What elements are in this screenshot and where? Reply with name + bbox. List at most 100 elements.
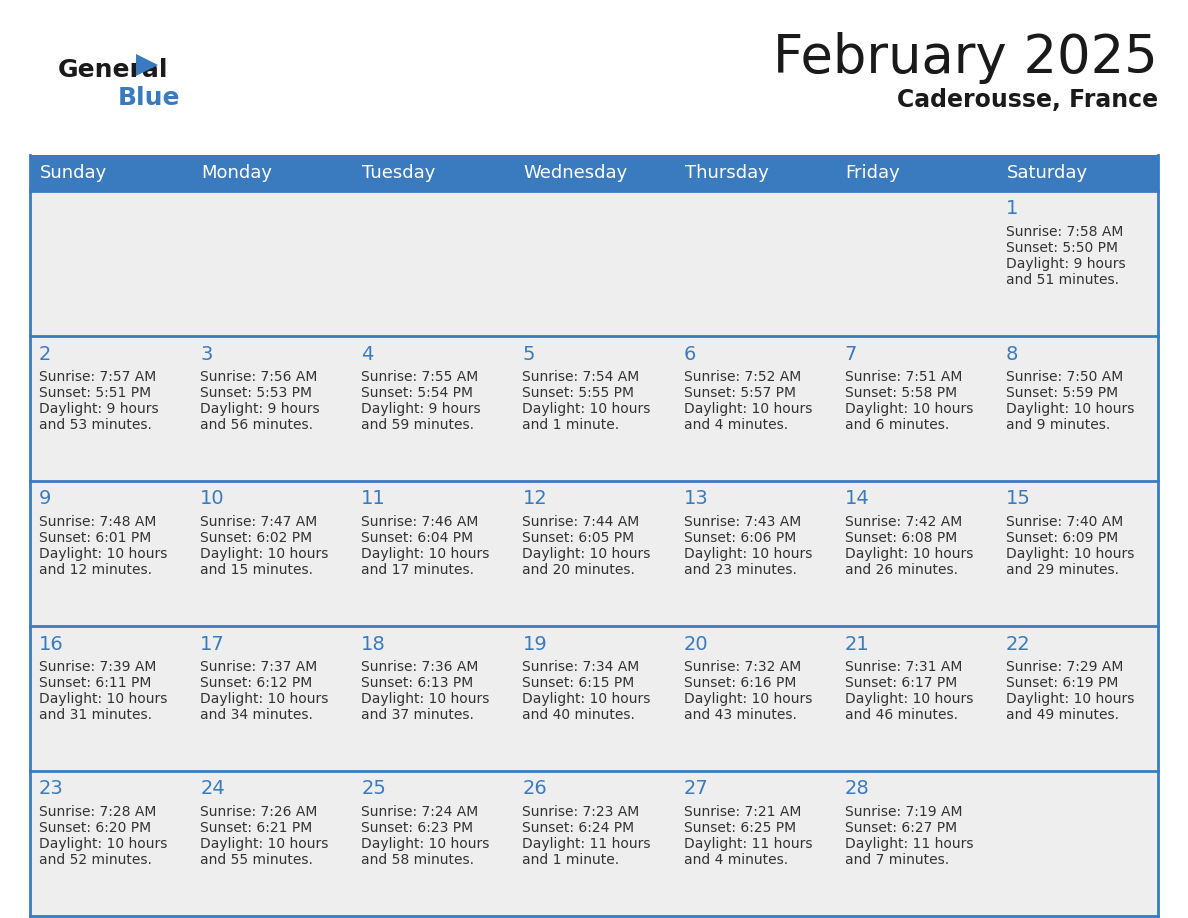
Text: Daylight: 9 hours: Daylight: 9 hours	[200, 402, 320, 416]
Text: 25: 25	[361, 779, 386, 799]
Text: Daylight: 10 hours: Daylight: 10 hours	[200, 837, 329, 851]
Text: Sunrise: 7:29 AM: Sunrise: 7:29 AM	[1006, 660, 1123, 674]
Text: General: General	[58, 58, 169, 82]
Text: 27: 27	[683, 779, 708, 799]
Text: Sunset: 6:09 PM: Sunset: 6:09 PM	[1006, 531, 1118, 545]
Text: 18: 18	[361, 634, 386, 654]
Text: 3: 3	[200, 344, 213, 364]
Text: 11: 11	[361, 489, 386, 509]
Text: Sunrise: 7:47 AM: Sunrise: 7:47 AM	[200, 515, 317, 529]
Text: Daylight: 9 hours: Daylight: 9 hours	[39, 402, 159, 416]
Text: February 2025: February 2025	[773, 32, 1158, 84]
Text: Sunset: 6:08 PM: Sunset: 6:08 PM	[845, 531, 958, 545]
Text: and 4 minutes.: and 4 minutes.	[683, 853, 788, 867]
Text: 19: 19	[523, 634, 548, 654]
Text: Sunset: 6:04 PM: Sunset: 6:04 PM	[361, 531, 473, 545]
Text: Sunrise: 7:46 AM: Sunrise: 7:46 AM	[361, 515, 479, 529]
Text: Sunset: 6:06 PM: Sunset: 6:06 PM	[683, 531, 796, 545]
Text: Sunset: 6:01 PM: Sunset: 6:01 PM	[39, 531, 151, 545]
Text: Sunset: 6:23 PM: Sunset: 6:23 PM	[361, 821, 473, 835]
Text: Daylight: 11 hours: Daylight: 11 hours	[523, 837, 651, 851]
Text: and 4 minutes.: and 4 minutes.	[683, 418, 788, 432]
Text: Sunset: 6:20 PM: Sunset: 6:20 PM	[39, 821, 151, 835]
Bar	[997, 155, 1158, 191]
Text: and 51 minutes.: and 51 minutes.	[1006, 273, 1119, 287]
Text: 17: 17	[200, 634, 225, 654]
Bar	[30, 336, 191, 481]
Bar	[30, 481, 191, 626]
Text: Sunrise: 7:21 AM: Sunrise: 7:21 AM	[683, 805, 801, 819]
Text: Sunrise: 7:23 AM: Sunrise: 7:23 AM	[523, 805, 639, 819]
Text: Sunrise: 7:54 AM: Sunrise: 7:54 AM	[523, 370, 639, 384]
Text: Sunrise: 7:56 AM: Sunrise: 7:56 AM	[200, 370, 317, 384]
Text: Sunrise: 7:43 AM: Sunrise: 7:43 AM	[683, 515, 801, 529]
Bar	[835, 155, 997, 191]
Text: Sunrise: 7:55 AM: Sunrise: 7:55 AM	[361, 370, 479, 384]
Bar	[675, 336, 835, 481]
Text: Daylight: 10 hours: Daylight: 10 hours	[361, 547, 489, 561]
Text: 21: 21	[845, 634, 870, 654]
Text: Sunset: 6:21 PM: Sunset: 6:21 PM	[200, 821, 312, 835]
Text: Daylight: 11 hours: Daylight: 11 hours	[845, 837, 973, 851]
Text: Sunrise: 7:57 AM: Sunrise: 7:57 AM	[39, 370, 157, 384]
Text: Daylight: 10 hours: Daylight: 10 hours	[39, 547, 168, 561]
Text: Sunrise: 7:36 AM: Sunrise: 7:36 AM	[361, 660, 479, 674]
Text: 24: 24	[200, 779, 225, 799]
Text: Saturday: Saturday	[1007, 164, 1088, 182]
Text: Sunrise: 7:44 AM: Sunrise: 7:44 AM	[523, 515, 639, 529]
Text: Daylight: 10 hours: Daylight: 10 hours	[200, 692, 329, 706]
Text: Sunset: 6:16 PM: Sunset: 6:16 PM	[683, 676, 796, 690]
Bar	[835, 191, 997, 336]
Text: Daylight: 10 hours: Daylight: 10 hours	[39, 692, 168, 706]
Text: Sunrise: 7:37 AM: Sunrise: 7:37 AM	[200, 660, 317, 674]
Text: and 12 minutes.: and 12 minutes.	[39, 563, 152, 577]
Text: Sunset: 6:13 PM: Sunset: 6:13 PM	[361, 676, 474, 690]
Bar	[675, 771, 835, 916]
Text: Sunrise: 7:40 AM: Sunrise: 7:40 AM	[1006, 515, 1123, 529]
Text: Sunrise: 7:28 AM: Sunrise: 7:28 AM	[39, 805, 157, 819]
Text: and 1 minute.: and 1 minute.	[523, 418, 620, 432]
Text: Sunrise: 7:24 AM: Sunrise: 7:24 AM	[361, 805, 479, 819]
Bar	[675, 481, 835, 626]
Bar	[30, 771, 191, 916]
Text: Sunday: Sunday	[40, 164, 107, 182]
Bar	[30, 155, 191, 191]
Text: and 26 minutes.: and 26 minutes.	[845, 563, 958, 577]
Bar	[353, 481, 513, 626]
Text: Tuesday: Tuesday	[362, 164, 436, 182]
Text: Sunset: 5:50 PM: Sunset: 5:50 PM	[1006, 241, 1118, 255]
Text: Daylight: 10 hours: Daylight: 10 hours	[523, 402, 651, 416]
Bar	[353, 155, 513, 191]
Text: and 31 minutes.: and 31 minutes.	[39, 708, 152, 722]
Text: and 52 minutes.: and 52 minutes.	[39, 853, 152, 867]
Bar	[513, 626, 675, 771]
Text: Daylight: 10 hours: Daylight: 10 hours	[1006, 402, 1135, 416]
Text: and 58 minutes.: and 58 minutes.	[361, 853, 474, 867]
Bar	[353, 771, 513, 916]
Text: Sunrise: 7:50 AM: Sunrise: 7:50 AM	[1006, 370, 1123, 384]
Text: Sunset: 5:53 PM: Sunset: 5:53 PM	[200, 386, 312, 400]
Text: Sunrise: 7:31 AM: Sunrise: 7:31 AM	[845, 660, 962, 674]
Text: Daylight: 9 hours: Daylight: 9 hours	[1006, 257, 1125, 271]
Text: Sunset: 6:25 PM: Sunset: 6:25 PM	[683, 821, 796, 835]
Text: Wednesday: Wednesday	[524, 164, 627, 182]
Text: and 9 minutes.: and 9 minutes.	[1006, 418, 1110, 432]
Text: and 17 minutes.: and 17 minutes.	[361, 563, 474, 577]
Text: and 56 minutes.: and 56 minutes.	[200, 418, 314, 432]
Text: Daylight: 11 hours: Daylight: 11 hours	[683, 837, 813, 851]
Text: 28: 28	[845, 779, 870, 799]
Text: Daylight: 10 hours: Daylight: 10 hours	[683, 547, 811, 561]
Bar	[353, 191, 513, 336]
Bar	[191, 481, 353, 626]
Text: and 37 minutes.: and 37 minutes.	[361, 708, 474, 722]
Text: Sunset: 6:05 PM: Sunset: 6:05 PM	[523, 531, 634, 545]
Text: Sunset: 5:55 PM: Sunset: 5:55 PM	[523, 386, 634, 400]
Text: 6: 6	[683, 344, 696, 364]
Text: and 29 minutes.: and 29 minutes.	[1006, 563, 1119, 577]
Bar	[675, 191, 835, 336]
Text: Sunrise: 7:42 AM: Sunrise: 7:42 AM	[845, 515, 962, 529]
Text: 26: 26	[523, 779, 548, 799]
Text: Caderousse, France: Caderousse, France	[897, 88, 1158, 112]
Text: Sunset: 6:24 PM: Sunset: 6:24 PM	[523, 821, 634, 835]
Text: Daylight: 9 hours: Daylight: 9 hours	[361, 402, 481, 416]
